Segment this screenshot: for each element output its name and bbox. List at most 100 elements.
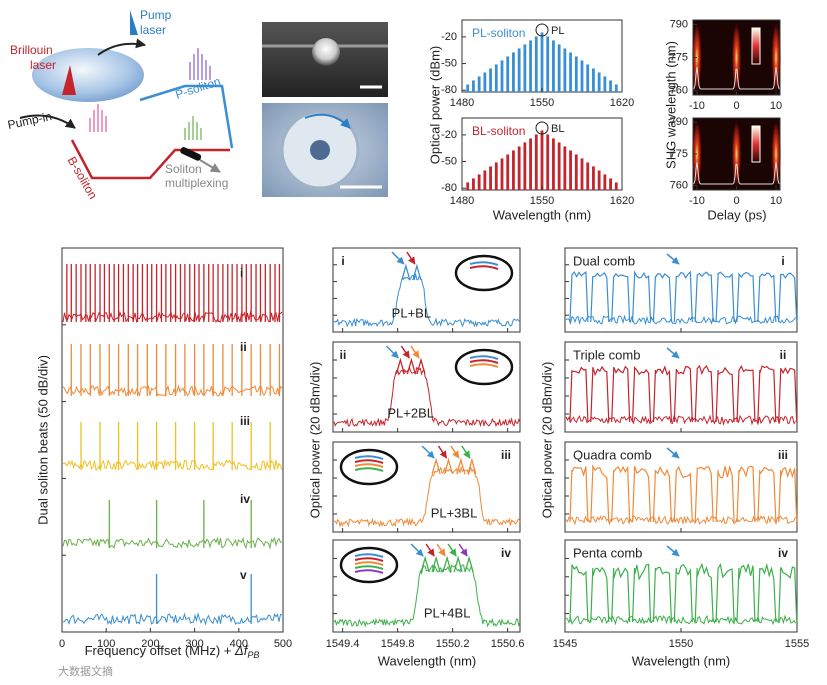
comb-line	[609, 178, 612, 190]
x-tick-label: -10	[689, 195, 705, 207]
panel-label: i	[341, 254, 344, 268]
series-label: v	[240, 568, 247, 582]
plot-frame	[332, 341, 521, 433]
comb-line	[534, 36, 538, 92]
y-tick-label: -80	[441, 182, 457, 194]
arrow	[450, 445, 460, 459]
y-tick-label: -20	[441, 31, 457, 43]
noise-floor	[565, 314, 796, 326]
comb-line	[517, 146, 521, 190]
comb-line	[603, 174, 607, 190]
arrow	[425, 543, 435, 557]
soliton-peak	[464, 555, 474, 573]
pulse	[757, 466, 777, 523]
comb-line	[552, 40, 555, 92]
y-tick-label: 760	[670, 84, 688, 96]
arrow	[458, 543, 468, 557]
comb-line	[603, 76, 607, 92]
y-axis-label: Dual soliton beats (50 dB/div)	[35, 355, 50, 525]
x-tick-label: 1550	[669, 638, 693, 650]
pulse	[757, 365, 777, 423]
noise-floor	[62, 384, 283, 398]
pulse	[652, 272, 673, 323]
comb-line	[523, 142, 527, 190]
inset-ring	[454, 348, 514, 386]
noise-floor	[62, 458, 283, 472]
pulse	[715, 464, 735, 523]
y-tick-label: -20	[441, 129, 457, 141]
panel-label: ii	[780, 348, 787, 362]
arrow	[410, 345, 420, 359]
pulse	[569, 466, 589, 523]
inset-soliton	[354, 569, 384, 574]
pulse	[569, 564, 589, 623]
arrow	[304, 113, 351, 129]
pulse	[631, 270, 652, 323]
pulse	[757, 562, 777, 623]
comb-line	[574, 56, 578, 92]
x-tick-label: -10	[689, 100, 705, 112]
pulse	[590, 365, 610, 423]
x-tick-label: 1480	[450, 97, 474, 109]
comb-line	[557, 142, 561, 190]
comb-line	[517, 48, 521, 92]
series-label: PL+4BL	[424, 605, 471, 620]
series-label: PL+BL	[392, 305, 431, 320]
annotation-circle	[535, 121, 549, 135]
comb-line	[597, 170, 601, 190]
soliton-peak	[431, 457, 441, 475]
x-tick-label: 10	[770, 195, 782, 207]
comb-line	[569, 52, 572, 92]
comb-line	[586, 162, 590, 190]
comb-line	[609, 80, 612, 92]
inset-soliton	[469, 363, 499, 368]
comb-line	[466, 84, 470, 92]
panel-label: iv	[501, 546, 511, 560]
noise-floor	[565, 514, 796, 526]
series-label: PL+2BL	[387, 405, 434, 420]
pulse	[694, 466, 714, 523]
plot-frame	[332, 539, 521, 633]
arrow	[666, 545, 680, 557]
comb-line	[500, 60, 504, 92]
comb-line	[506, 56, 510, 92]
x-tick-label: 1549.8	[381, 638, 415, 650]
inset-soliton	[469, 265, 499, 270]
comb-line	[552, 138, 555, 190]
pump-in-label: Pump-in	[6, 109, 53, 132]
y-tick-label: 775	[670, 148, 688, 160]
arrow	[391, 251, 405, 265]
series-label: PL-soliton	[472, 26, 525, 40]
pulse	[652, 365, 673, 423]
noise-floor	[565, 614, 796, 626]
comb-line	[546, 36, 550, 92]
pulse	[694, 562, 714, 623]
comb-line	[506, 154, 510, 190]
pump-label: laser	[140, 23, 166, 37]
y-tick-label: -80	[441, 84, 457, 96]
series-label: PL+3BL	[431, 505, 478, 520]
x-tick-label: 10	[770, 100, 782, 112]
comb-line	[483, 170, 487, 190]
comb-line	[523, 44, 527, 92]
series-label: Quadra comb	[573, 447, 652, 462]
comb-line	[529, 138, 532, 190]
pulse	[569, 366, 589, 423]
x-tick-label: 400	[230, 638, 248, 650]
inset-ring	[454, 254, 514, 292]
pump-label: Pump	[140, 8, 172, 22]
y-axis-label: Optical power (20 dBm/div)	[307, 362, 322, 519]
x-tick-label: 300	[185, 638, 203, 650]
x-axis-label: Wavelength (nm)	[632, 653, 731, 668]
arrow	[666, 447, 680, 459]
pulse	[569, 270, 589, 323]
arrow	[199, 159, 221, 173]
x-tick-label: 0	[733, 195, 739, 207]
pulse	[652, 465, 673, 523]
plot-frame	[332, 441, 521, 533]
inset-soliton	[354, 467, 384, 472]
watermark: 大数据文摘	[58, 664, 113, 678]
panel-label: iii	[501, 448, 511, 462]
comb-line	[512, 52, 515, 92]
arrow	[436, 543, 446, 557]
